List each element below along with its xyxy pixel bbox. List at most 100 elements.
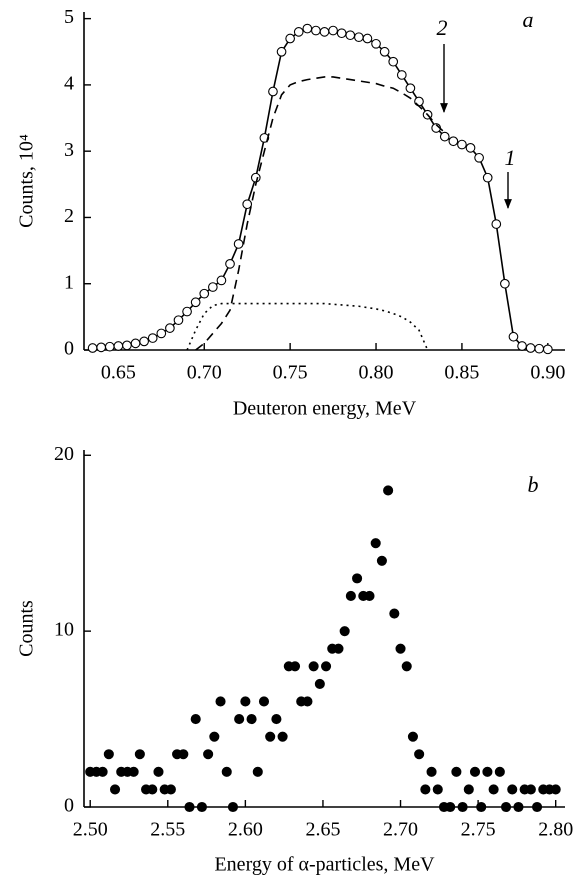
data-point bbox=[396, 70, 407, 80]
data-point bbox=[476, 801, 487, 813]
data-point bbox=[445, 801, 456, 813]
data-point bbox=[128, 766, 139, 777]
x-tick-label: 2.60 bbox=[228, 819, 263, 841]
data-point bbox=[448, 136, 459, 147]
y-tick-label: 10 bbox=[54, 619, 74, 641]
data-point bbox=[173, 315, 184, 326]
data-point bbox=[289, 661, 301, 672]
data-point bbox=[439, 131, 450, 142]
data-point bbox=[482, 766, 493, 777]
data-point bbox=[463, 784, 474, 795]
y-axis-label: Counts, 10⁴ bbox=[16, 134, 38, 228]
data-point bbox=[215, 696, 226, 707]
data-point bbox=[321, 661, 332, 672]
series-line bbox=[186, 302, 429, 351]
data-point bbox=[216, 275, 227, 286]
data-point bbox=[333, 643, 344, 654]
data-point bbox=[265, 731, 276, 742]
data-point bbox=[550, 784, 561, 795]
data-point bbox=[190, 714, 201, 725]
data-point bbox=[379, 46, 390, 57]
data-point bbox=[190, 297, 201, 308]
data-point bbox=[482, 172, 493, 183]
data-point bbox=[345, 30, 356, 41]
data-point bbox=[383, 485, 394, 496]
data-point bbox=[96, 342, 107, 353]
data-point bbox=[240, 696, 251, 707]
data-point bbox=[285, 33, 295, 44]
data-point bbox=[147, 333, 158, 343]
data-point bbox=[258, 696, 270, 707]
data-point bbox=[184, 801, 195, 813]
data-point bbox=[271, 714, 282, 725]
data-point bbox=[339, 626, 350, 637]
data-point bbox=[525, 784, 536, 795]
data-point bbox=[293, 27, 304, 37]
data-point bbox=[207, 282, 218, 292]
data-point bbox=[532, 801, 543, 813]
data-point bbox=[457, 139, 467, 150]
data-point bbox=[139, 336, 149, 347]
data-point bbox=[165, 323, 175, 333]
data-point bbox=[97, 766, 108, 777]
annotation: b bbox=[528, 472, 539, 497]
x-tick-label: 2.50 bbox=[73, 819, 108, 841]
data-point bbox=[336, 28, 347, 39]
data-point bbox=[513, 801, 524, 813]
data-point bbox=[225, 258, 235, 269]
data-point bbox=[517, 341, 527, 351]
data-point bbox=[389, 608, 400, 619]
data-point bbox=[122, 340, 132, 351]
data-point bbox=[420, 784, 431, 795]
data-point bbox=[494, 766, 505, 777]
data-point bbox=[246, 714, 257, 725]
data-point bbox=[302, 696, 313, 707]
data-point bbox=[277, 731, 288, 742]
data-point bbox=[376, 555, 387, 566]
data-point bbox=[426, 766, 437, 777]
y-tick-label: 20 bbox=[54, 443, 74, 465]
data-point bbox=[165, 784, 176, 795]
data-point bbox=[113, 341, 124, 351]
x-tick-label: 2.65 bbox=[305, 819, 340, 841]
data-point bbox=[451, 766, 462, 777]
data-point bbox=[130, 338, 141, 349]
x-tick-label: 2.75 bbox=[461, 819, 496, 841]
data-point bbox=[491, 219, 502, 229]
data-point bbox=[87, 343, 98, 353]
y-tick-label: 2 bbox=[64, 205, 74, 227]
data-point bbox=[542, 344, 553, 355]
x-tick-label: 0.80 bbox=[359, 362, 394, 384]
data-point bbox=[395, 643, 406, 654]
series-line bbox=[195, 76, 446, 351]
y-tick-label: 1 bbox=[64, 271, 74, 293]
data-point bbox=[405, 83, 416, 94]
data-point bbox=[352, 573, 363, 584]
y-tick-label: 4 bbox=[64, 72, 74, 94]
y-tick-label: 5 bbox=[64, 6, 74, 28]
x-tick-label: 0.85 bbox=[444, 362, 479, 384]
data-point bbox=[268, 86, 278, 97]
data-point bbox=[182, 306, 192, 317]
data-point bbox=[465, 143, 476, 153]
x-tick-label: 2.80 bbox=[538, 819, 573, 841]
y-tick-label: 0 bbox=[64, 338, 74, 360]
data-point bbox=[153, 766, 164, 777]
data-point bbox=[302, 23, 313, 34]
data-point bbox=[314, 678, 325, 689]
data-point bbox=[104, 341, 115, 352]
data-point bbox=[319, 27, 330, 37]
data-point bbox=[500, 801, 512, 813]
data-point bbox=[371, 38, 381, 49]
data-point bbox=[308, 661, 319, 672]
data-point bbox=[407, 731, 418, 742]
data-point bbox=[414, 749, 425, 760]
data-point bbox=[362, 33, 373, 44]
data-point bbox=[500, 278, 510, 289]
data-point bbox=[388, 56, 399, 67]
y-tick-label: 3 bbox=[64, 139, 74, 161]
data-point bbox=[109, 784, 121, 795]
data-point bbox=[134, 749, 145, 760]
data-point bbox=[354, 32, 364, 43]
x-tick-label: 0.90 bbox=[530, 362, 565, 384]
